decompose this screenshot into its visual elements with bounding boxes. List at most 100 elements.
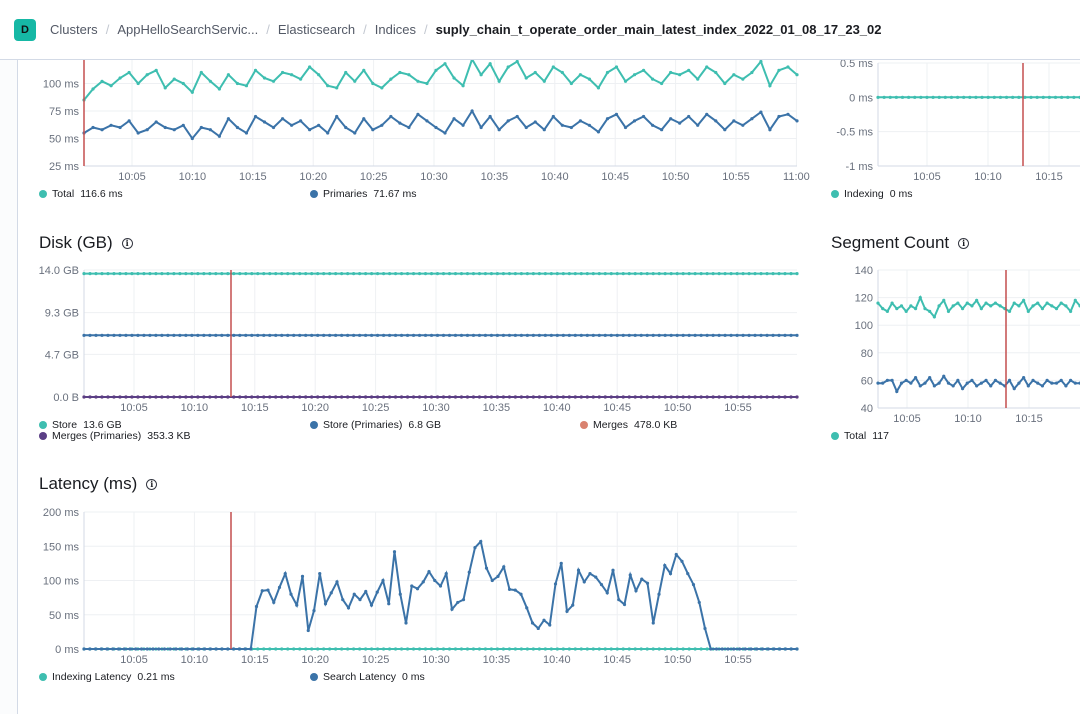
data-point — [603, 333, 607, 337]
data-point — [364, 272, 368, 276]
data-point — [417, 647, 422, 651]
data-point — [352, 395, 356, 399]
data-point — [471, 647, 476, 651]
data-point — [1064, 384, 1068, 388]
data-point — [371, 81, 375, 86]
data-point — [687, 333, 691, 337]
data-point — [262, 120, 267, 124]
data-point — [711, 333, 715, 337]
data-point — [651, 647, 655, 651]
legend-label: Merges (Primaries) — [52, 430, 142, 442]
info-icon[interactable]: i — [958, 237, 970, 249]
data-point — [786, 65, 790, 69]
data-point — [82, 333, 86, 337]
data-point — [447, 333, 452, 337]
data-point — [497, 128, 501, 132]
data-point — [441, 333, 446, 337]
legend-item-merges[interactable]: Merges 478.0 KB — [580, 419, 677, 431]
data-point — [453, 395, 458, 399]
data-point — [1054, 307, 1059, 311]
data-point — [651, 621, 655, 625]
data-point — [795, 333, 799, 337]
data-point — [166, 272, 170, 276]
data-point — [513, 588, 517, 592]
info-icon[interactable]: i — [146, 478, 158, 490]
data-point — [569, 125, 573, 130]
legend-item-search-latency[interactable]: Search Latency 0 ms — [310, 671, 425, 683]
data-point — [639, 395, 643, 399]
data-point — [111, 647, 115, 651]
data-point — [139, 647, 144, 651]
legend-item-primaries[interactable]: Primaries 71.67 ms — [310, 188, 417, 200]
data-point — [441, 272, 446, 276]
data-point — [579, 647, 583, 651]
data-point — [433, 578, 437, 583]
data-point — [660, 128, 664, 132]
data-point — [346, 606, 351, 610]
data-point — [549, 647, 553, 651]
legend-item-merges-primaries[interactable]: Merges (Primaries) 353.3 KB — [39, 430, 190, 442]
breadcrumb-cluster[interactable]: AppHelloSearchServic... — [117, 22, 259, 37]
data-point — [148, 272, 152, 276]
breadcrumb-elasticsearch[interactable]: Elasticsearch — [277, 22, 356, 37]
data-point — [94, 272, 98, 276]
data-point — [116, 647, 121, 651]
data-point — [949, 95, 954, 99]
data-point — [375, 395, 380, 399]
data-point — [154, 395, 158, 399]
breadcrumb-indices[interactable]: Indices — [374, 22, 416, 37]
data-point — [398, 121, 402, 125]
data-point — [913, 95, 917, 99]
data-point — [423, 647, 428, 651]
data-point — [979, 307, 983, 311]
data-point — [444, 572, 448, 576]
data-point — [477, 333, 482, 337]
data-point — [235, 81, 240, 86]
data-point — [986, 95, 990, 99]
breadcrumb-clusters[interactable]: Clusters — [50, 22, 98, 37]
legend-item-segment-total[interactable]: Total 117 — [831, 430, 889, 442]
x-tick-label: 10:40 — [543, 402, 571, 414]
indexing-rate-chart: 0.5 ms 0 ms -0.5 ms -1 ms 10:05 10:10 10:15 — [836, 58, 1080, 183]
data-point — [358, 647, 362, 651]
legend-item-total[interactable]: Total 116.6 ms — [39, 188, 123, 200]
data-point — [560, 70, 564, 75]
data-point — [603, 395, 607, 399]
legend-item-store-primaries[interactable]: Store (Primaries) 6.8 GB — [310, 419, 441, 431]
disk-title-text: Disk (GB) — [39, 233, 113, 252]
legend-item-indexing-latency[interactable]: Indexing Latency 0.21 ms — [39, 671, 175, 683]
data-point — [501, 333, 506, 337]
y-tick-label: 40 — [861, 403, 873, 415]
data-point — [226, 647, 230, 651]
data-point — [627, 395, 631, 399]
data-point — [525, 333, 529, 337]
series-line-primaries — [83, 109, 798, 141]
data-point — [569, 81, 573, 86]
app-badge[interactable]: D — [14, 18, 36, 41]
data-point — [393, 272, 398, 276]
data-point — [237, 647, 241, 651]
y-tick-label: 4.7 GB — [45, 349, 79, 361]
data-point — [768, 128, 772, 132]
data-point — [88, 395, 92, 399]
data-point — [118, 272, 122, 276]
data-point — [533, 70, 537, 75]
data-point — [1073, 298, 1077, 302]
legend-item-store[interactable]: Store 13.6 GB — [39, 419, 122, 431]
y-tick-label: 25 ms — [49, 161, 79, 173]
data-point — [262, 272, 266, 276]
data-point — [202, 272, 206, 276]
data-point — [389, 114, 393, 119]
info-icon[interactable]: i — [121, 237, 133, 249]
data-point — [271, 125, 276, 130]
data-point — [477, 272, 482, 276]
data-point — [1007, 378, 1012, 382]
data-point — [364, 395, 368, 399]
legend-item-indexing[interactable]: Indexing 0 ms — [831, 188, 912, 200]
x-tick-label: 10:25 — [362, 654, 390, 666]
data-point — [1040, 307, 1045, 311]
data-point — [750, 70, 754, 75]
data-point — [594, 575, 598, 579]
data-point — [160, 333, 164, 337]
data-point — [984, 301, 988, 305]
